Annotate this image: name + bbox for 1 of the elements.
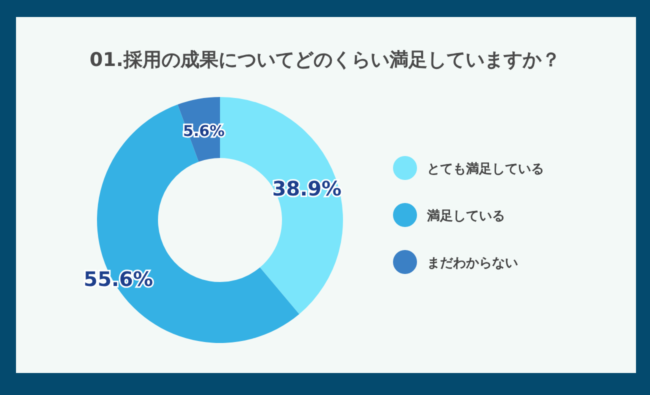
title: 01.採用の成果についてどのくらい満足していますか？ — [90, 49, 560, 71]
